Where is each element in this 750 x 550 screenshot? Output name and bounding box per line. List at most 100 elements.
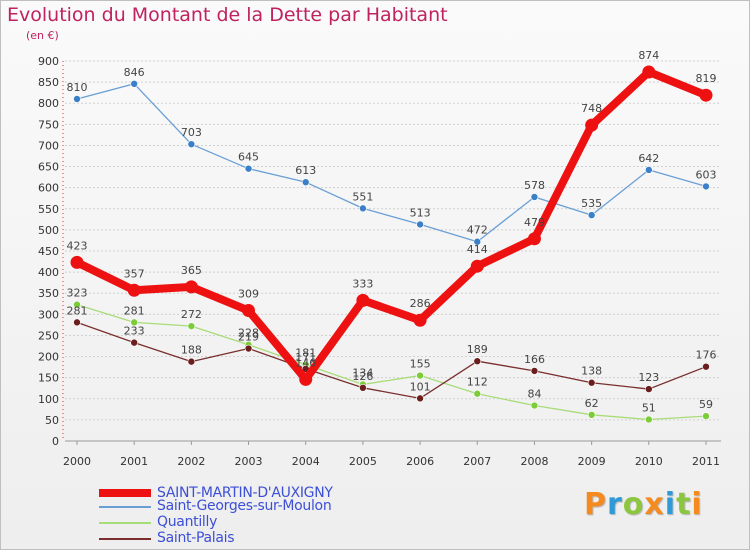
data-label: 272 [181, 308, 202, 321]
data-label: 810 [67, 81, 88, 94]
data-point [299, 372, 313, 386]
y-tick-label: 400 [38, 266, 59, 279]
data-label: 281 [124, 304, 145, 317]
data-label: 286 [410, 297, 431, 310]
y-tick-label: 200 [38, 351, 59, 364]
data-label: 423 [67, 239, 88, 252]
data-label: 703 [181, 126, 202, 139]
data-label: 155 [410, 358, 431, 371]
y-tick-label: 350 [38, 287, 59, 300]
legend-swatch [99, 506, 151, 508]
data-point [470, 259, 484, 273]
data-point [416, 371, 424, 380]
data-point [587, 378, 596, 387]
data-point [530, 193, 539, 201]
data-label: 123 [638, 371, 659, 384]
y-tick-label: 50 [45, 414, 59, 427]
data-label: 181 [295, 347, 316, 360]
data-label-layer: 810 846 703 645 613 551 513 472 578 535 642 603 323 2… [67, 49, 717, 414]
proxiti-logo: Proxiti [584, 487, 703, 522]
x-tick-label: 2003 [235, 455, 263, 468]
data-label: 414 [467, 243, 488, 256]
x-tick-label: 2004 [292, 455, 320, 468]
legend-label: Saint-Palais [157, 530, 235, 546]
series-line [73, 67, 710, 384]
data-point [645, 415, 653, 424]
data-point [127, 283, 141, 297]
logo-letter: t [676, 487, 692, 522]
series-line [76, 83, 707, 243]
data-point [187, 140, 196, 148]
data-point [702, 362, 710, 371]
data-label: 62 [585, 397, 599, 410]
data-label: 748 [581, 102, 602, 115]
x-tick-label: 2008 [520, 455, 548, 468]
data-point [359, 204, 367, 213]
logo-letter: x [644, 487, 665, 522]
data-label: 188 [181, 344, 202, 357]
data-label: 613 [295, 164, 316, 177]
x-tick-label: 2001 [120, 455, 148, 468]
y-tick-label: 600 [38, 182, 59, 195]
x-tick-label: 2009 [578, 455, 606, 468]
logo-letter: i [664, 487, 677, 522]
y-tick-label: 250 [38, 329, 59, 342]
y-tick-label: 300 [38, 308, 59, 321]
data-point [473, 357, 482, 366]
data-label: 323 [67, 287, 88, 300]
series-layer [70, 65, 713, 424]
y-tick-label: 750 [38, 118, 59, 131]
x-tick-label: 2010 [635, 455, 663, 468]
data-label: 134 [352, 366, 373, 379]
chart-title: Evolution du Montant de la Dette par Hab… [7, 4, 448, 26]
data-label: 228 [238, 327, 259, 340]
legend-swatch [99, 489, 151, 497]
data-point [130, 338, 138, 347]
data-label: 551 [352, 190, 373, 203]
series-line [76, 303, 707, 421]
data-point [130, 80, 138, 88]
data-label: 233 [124, 325, 145, 338]
data-point [642, 65, 656, 79]
data-point [73, 318, 81, 327]
y-tick-label: 150 [38, 372, 59, 385]
data-label: 51 [642, 401, 656, 414]
data-point [359, 383, 367, 392]
legend-swatch [99, 538, 151, 540]
data-label: 603 [696, 168, 717, 181]
data-point [73, 300, 81, 309]
data-point [699, 88, 713, 102]
data-label: 126 [352, 370, 373, 383]
data-label: 535 [581, 197, 602, 210]
data-point [416, 394, 424, 403]
data-label: 59 [699, 398, 713, 411]
y-tick-label: 650 [38, 161, 59, 174]
x-tick-label: 2005 [349, 455, 377, 468]
data-label: 112 [467, 376, 488, 389]
logo-letter: o [622, 487, 645, 522]
legend-swatch [99, 522, 151, 524]
data-point [244, 344, 253, 353]
x-tick-label: 2006 [406, 455, 434, 468]
data-point [530, 367, 539, 375]
x-tick-label: 2002 [177, 455, 205, 468]
data-label: 171 [295, 351, 316, 364]
y-tick-label: 0 [52, 435, 59, 448]
grid-layer [65, 60, 721, 442]
data-label: 479 [524, 216, 545, 229]
data-label: 365 [181, 264, 202, 277]
data-label: 645 [238, 151, 259, 164]
y-tick-label: 900 [38, 55, 59, 68]
data-label: 101 [410, 380, 431, 393]
data-label: 281 [67, 304, 88, 317]
data-point [70, 255, 84, 269]
y-tick-label: 450 [38, 245, 59, 258]
data-point [301, 178, 310, 186]
data-point [585, 118, 599, 132]
x-tick-label: 2000 [63, 455, 91, 468]
data-label: 819 [696, 72, 717, 85]
data-point [645, 166, 653, 174]
data-point [702, 412, 710, 420]
data-point [413, 313, 427, 327]
